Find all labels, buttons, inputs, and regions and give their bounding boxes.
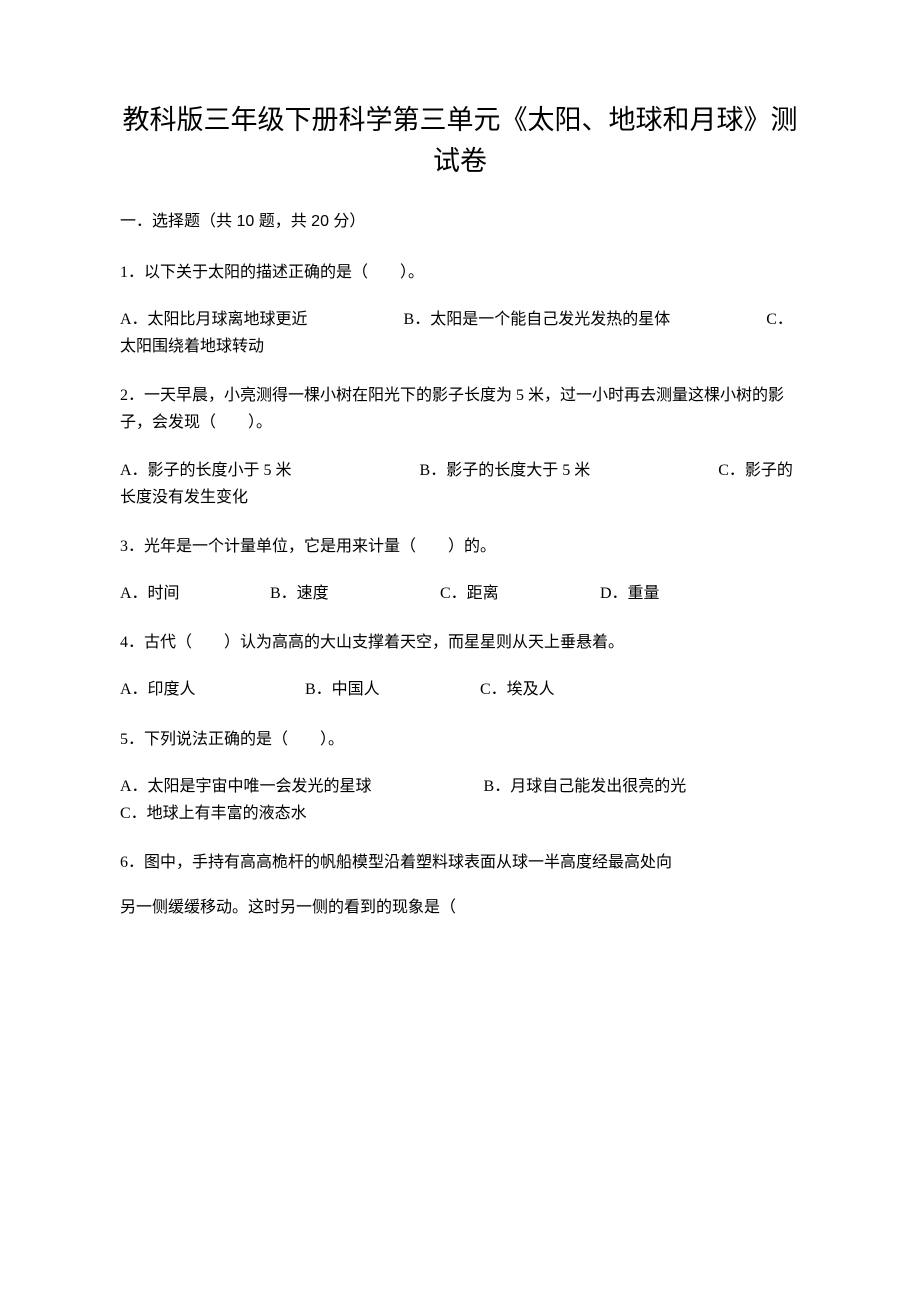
question-6-num: 6 bbox=[120, 854, 128, 871]
question-2-num: 2 bbox=[120, 387, 128, 404]
question-5: 5．下列说法正确的是（ ）。 A．太阳是宇宙中唯一会发光的星球 B．月球自己能发… bbox=[120, 726, 800, 828]
section-header: 一．选择题（共 10 题，共 20 分） bbox=[120, 209, 800, 235]
question-5-options: A．太阳是宇宙中唯一会发光的星球 B．月球自己能发出很亮的光 C．地球上有丰富的… bbox=[120, 773, 800, 827]
question-4-num: 4 bbox=[120, 634, 128, 651]
question-4-text: 4．古代（ ）认为高高的大山支撑着天空，而星星则从天上垂悬着。 bbox=[120, 629, 800, 656]
question-1-options: A．太阳比月球离地球更近 B．太阳是一个能自己发光发热的星体 C．太阳围绕着地球… bbox=[120, 306, 800, 360]
section-prefix: 一．选择题（共 bbox=[120, 213, 232, 230]
question-1-num: 1 bbox=[120, 264, 128, 281]
question-3-body: ．光年是一个计量单位，它是用来计量（ ）的。 bbox=[128, 538, 496, 555]
question-1-body: ．以下关于太阳的描述正确的是（ ）。 bbox=[128, 264, 424, 281]
question-2-body: ．一天早晨，小亮测得一棵小树在阳光下的影子长度为 5 米，过一小时再去测量这棵小… bbox=[120, 387, 784, 431]
question-4-opt-a: A．印度人 bbox=[120, 676, 305, 703]
question-3-opt-b: B．速度 bbox=[270, 580, 440, 607]
question-6-text-line2: 另一侧缓缓移动。这时另一侧的看到的现象是（ bbox=[120, 894, 800, 921]
question-1-text: 1．以下关于太阳的描述正确的是（ ）。 bbox=[120, 259, 800, 286]
question-5-body: ．下列说法正确的是（ ）。 bbox=[128, 731, 344, 748]
question-3-opt-c: C．距离 bbox=[440, 580, 600, 607]
question-2-text: 2．一天早晨，小亮测得一棵小树在阳光下的影子长度为 5 米，过一小时再去测量这棵… bbox=[120, 382, 800, 436]
question-5-text: 5．下列说法正确的是（ ）。 bbox=[120, 726, 800, 753]
question-5-num: 5 bbox=[120, 731, 128, 748]
question-4-opt-b: B．中国人 bbox=[305, 676, 480, 703]
question-3-options: A．时间 B．速度 C．距离 D．重量 bbox=[120, 580, 800, 607]
section-count1: 10 bbox=[232, 213, 259, 230]
question-6: 6．图中，手持有高高桅杆的帆船模型沿着塑料球表面从球一半高度经最高处向 另一侧缓… bbox=[120, 849, 800, 921]
question-4: 4．古代（ ）认为高高的大山支撑着天空，而星星则从天上垂悬着。 A．印度人 B．… bbox=[120, 629, 800, 703]
question-3-opt-a: A．时间 bbox=[120, 580, 270, 607]
section-mid: 题，共 bbox=[259, 213, 307, 230]
section-count2: 20 bbox=[307, 213, 334, 230]
question-3-num: 3 bbox=[120, 538, 128, 555]
page-title: 教科版三年级下册科学第三单元《太阳、地球和月球》测试卷 bbox=[120, 100, 800, 181]
question-3-opt-d: D．重量 bbox=[600, 580, 660, 607]
question-3: 3．光年是一个计量单位，它是用来计量（ ）的。 A．时间 B．速度 C．距离 D… bbox=[120, 533, 800, 607]
question-6-text-line1: 6．图中，手持有高高桅杆的帆船模型沿着塑料球表面从球一半高度经最高处向 bbox=[120, 849, 800, 876]
question-1: 1．以下关于太阳的描述正确的是（ ）。 A．太阳比月球离地球更近 B．太阳是一个… bbox=[120, 259, 800, 361]
question-4-body: ．古代（ ）认为高高的大山支撑着天空，而星星则从天上垂悬着。 bbox=[128, 634, 624, 651]
question-4-options: A．印度人 B．中国人 C．埃及人 bbox=[120, 676, 800, 703]
question-6-body1: ．图中，手持有高高桅杆的帆船模型沿着塑料球表面从球一半高度经最高处向 bbox=[128, 854, 672, 871]
question-4-opt-c: C．埃及人 bbox=[480, 676, 555, 703]
question-3-text: 3．光年是一个计量单位，它是用来计量（ ）的。 bbox=[120, 533, 800, 560]
question-2: 2．一天早晨，小亮测得一棵小树在阳光下的影子长度为 5 米，过一小时再去测量这棵… bbox=[120, 382, 800, 511]
section-suffix: 分） bbox=[333, 213, 365, 230]
question-2-options: A．影子的长度小于 5 米 B．影子的长度大于 5 米 C．影子的长度没有发生变… bbox=[120, 457, 800, 511]
